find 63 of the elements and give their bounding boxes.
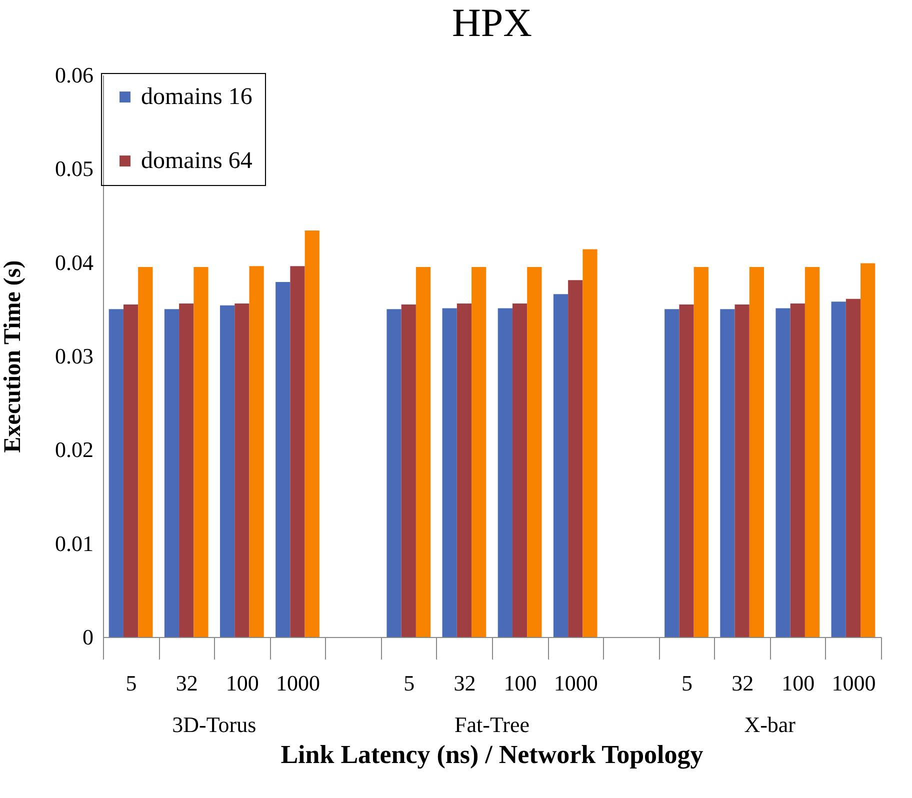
bar xyxy=(790,304,805,637)
x-tick-label: 100 xyxy=(782,670,815,696)
y-tick-label: 0.02 xyxy=(55,437,94,462)
bar xyxy=(472,267,486,637)
y-tick-label: 0.04 xyxy=(55,250,94,275)
x-tick-label: 1000 xyxy=(554,670,598,696)
x-tick-label: 32 xyxy=(454,670,476,696)
x-tick-label: 1000 xyxy=(276,670,320,696)
y-tick-label: 0 xyxy=(82,624,94,650)
bar xyxy=(194,267,208,637)
bar xyxy=(720,309,735,637)
bar xyxy=(512,304,528,637)
x-axis-title: Link Latency (ns) / Network Topology xyxy=(280,740,704,769)
bar xyxy=(220,305,235,637)
bar xyxy=(304,230,320,637)
bar xyxy=(108,309,124,637)
bar xyxy=(138,267,153,637)
bar xyxy=(553,294,568,637)
legend-label: domains 64 xyxy=(141,148,252,174)
y-tick-label: 0.03 xyxy=(55,344,94,368)
bar xyxy=(442,308,457,637)
y-tick-label: 0.06 xyxy=(55,62,94,88)
bar xyxy=(123,304,138,637)
bar xyxy=(456,304,472,637)
text: 3D-Torus xyxy=(172,712,256,737)
x-tick-label: 5 xyxy=(404,670,415,696)
bar xyxy=(694,267,708,637)
bar xyxy=(179,304,194,637)
bar xyxy=(401,304,416,637)
x-tick-label: 5 xyxy=(682,670,692,696)
bar xyxy=(734,304,750,637)
x-tick-label: 32 xyxy=(176,670,198,696)
x-tick-label: 1000 xyxy=(832,670,876,696)
bar xyxy=(234,304,250,637)
bar xyxy=(276,282,290,637)
x-tick-label: 5 xyxy=(126,670,137,696)
bar xyxy=(846,298,861,637)
chart-title: HPX xyxy=(452,0,532,45)
bar xyxy=(527,267,542,637)
bar xyxy=(582,249,598,637)
x-tick-label: 100 xyxy=(226,670,259,696)
y-tick-label: 0.01 xyxy=(55,530,94,556)
text: X-bar xyxy=(744,712,796,737)
bar xyxy=(164,309,180,637)
text: Fat-Tree xyxy=(454,712,530,737)
bar xyxy=(804,267,820,637)
bar xyxy=(831,302,846,637)
y-axis-title: Execution Time (s) xyxy=(0,260,26,453)
y-tick-label: 0.05 xyxy=(55,156,94,182)
bar xyxy=(568,280,583,637)
bar xyxy=(249,266,264,637)
bar xyxy=(776,308,790,637)
bar xyxy=(679,304,694,637)
bar xyxy=(664,309,680,637)
bar xyxy=(290,266,305,637)
bar xyxy=(386,309,402,637)
bar xyxy=(749,267,764,637)
x-tick-label: 32 xyxy=(732,670,754,696)
bar xyxy=(416,267,431,637)
bar xyxy=(498,308,512,637)
legend-label: domains 16 xyxy=(141,84,252,110)
bar xyxy=(860,263,876,637)
x-tick-label: 100 xyxy=(504,670,537,696)
